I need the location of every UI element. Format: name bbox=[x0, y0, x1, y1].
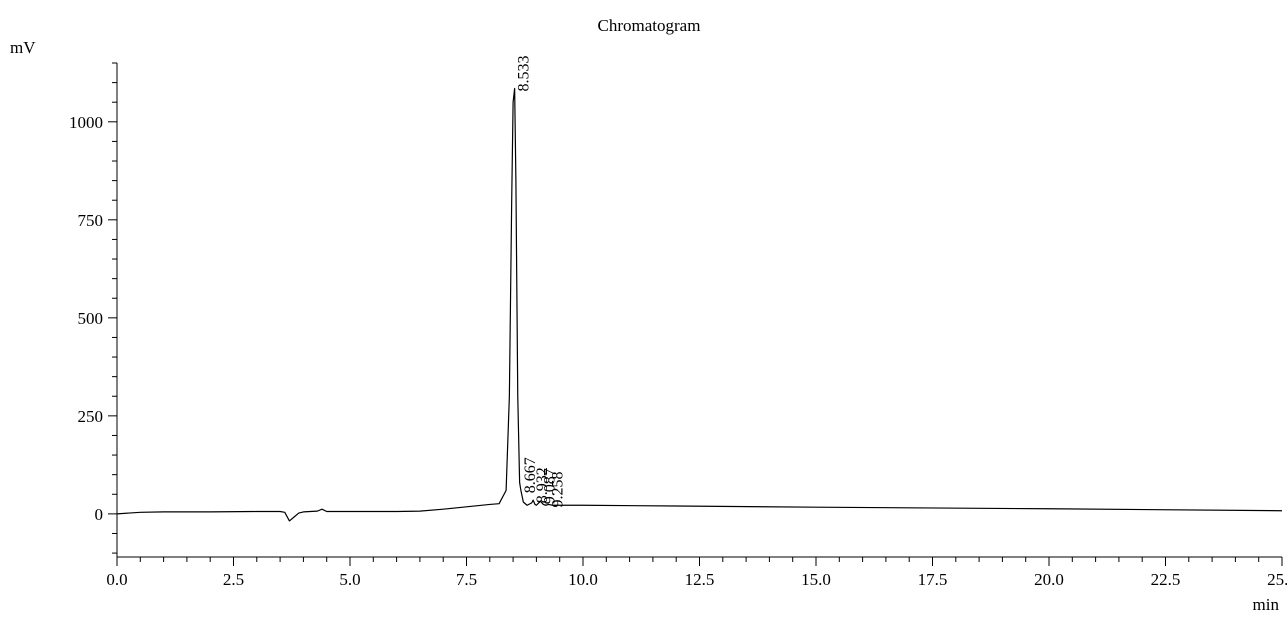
signal-trace bbox=[116, 87, 1283, 522]
y-tick-label: 250 bbox=[78, 407, 104, 426]
y-axis-unit-label: mV bbox=[10, 38, 36, 57]
peak-label: 8.667 bbox=[522, 457, 539, 493]
x-tick-label: 10.0 bbox=[568, 570, 598, 589]
x-tick-label: 17.5 bbox=[918, 570, 948, 589]
axis-tick-labels: 0.0 2.5 5.0 7.5 10.0 12.5 15.0 17.5 20.0 22.5 25.0… bbox=[69, 113, 1287, 589]
x-tick-label: 20.0 bbox=[1034, 570, 1064, 589]
x-tick-label: 12.5 bbox=[685, 570, 715, 589]
peak-label: 9.087 bbox=[542, 468, 559, 504]
y-tick-label: 500 bbox=[78, 309, 104, 328]
chart-title: Chromatogram bbox=[598, 16, 701, 35]
x-tick-label: 15.0 bbox=[801, 570, 831, 589]
axes bbox=[116, 63, 1282, 558]
peak-label: 8.932 bbox=[534, 467, 551, 503]
x-tick-label: 0.0 bbox=[106, 570, 127, 589]
x-tick-label: 5.0 bbox=[339, 570, 360, 589]
y-tick-label: 750 bbox=[78, 211, 104, 230]
x-tick-label: 2.5 bbox=[223, 570, 244, 589]
axis-ticks bbox=[108, 62, 1283, 566]
x-tick-label: 7.5 bbox=[456, 570, 477, 589]
y-tick-label: 0 bbox=[95, 505, 104, 524]
x-tick-label: 22.5 bbox=[1151, 570, 1181, 589]
series-group bbox=[116, 87, 1283, 522]
x-tick-label: 25.0 bbox=[1267, 570, 1287, 589]
peak-label: 9.258 bbox=[549, 472, 566, 508]
y-tick-label: 1000 bbox=[69, 113, 103, 132]
x-axis-unit-label: min bbox=[1253, 595, 1280, 614]
peak-label: 8.533 bbox=[516, 56, 533, 92]
